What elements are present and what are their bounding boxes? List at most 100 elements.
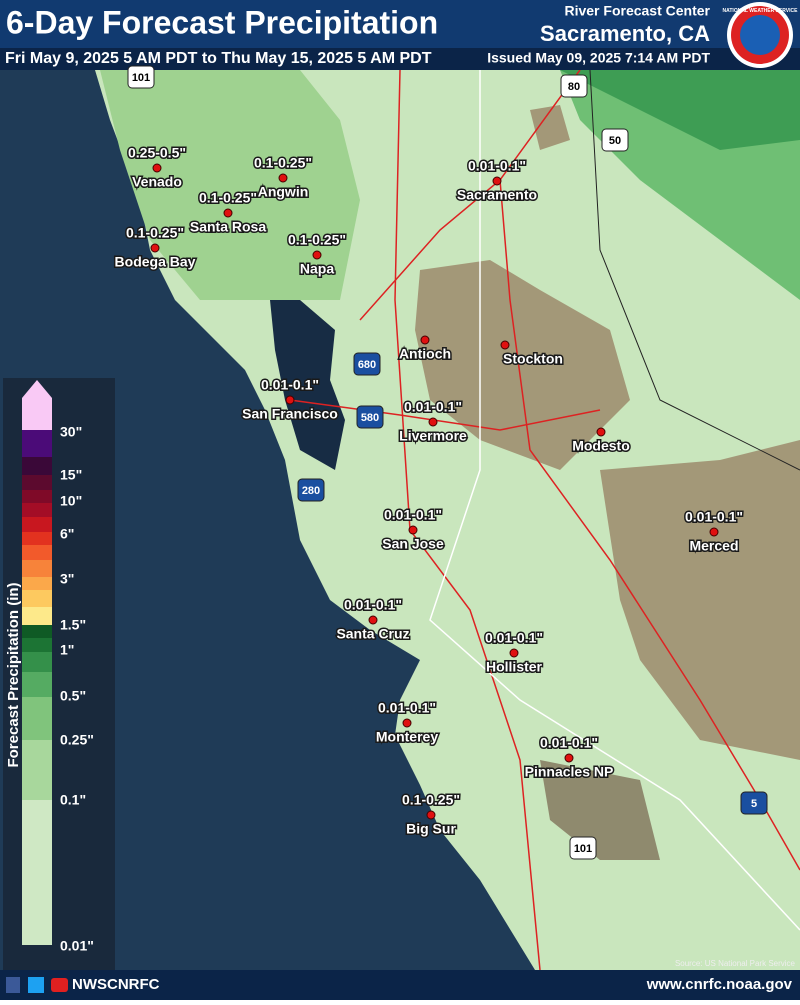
highway-shield (297, 478, 325, 502)
city-dot (150, 243, 160, 253)
legend-band (22, 672, 52, 697)
logo-center (740, 15, 780, 55)
forecast-amount: 0.1-0.25" (254, 155, 312, 171)
forecast-amount: 0.01-0.1" (540, 735, 598, 751)
facebook-icon (6, 977, 20, 993)
legend-band (22, 800, 52, 945)
dry-area (600, 440, 800, 760)
title: 6-Day Forecast Precipitation (6, 4, 438, 40)
highway (394, 69, 541, 971)
city-name: Hollister (486, 659, 543, 675)
city-name: Santa Rosa (190, 219, 266, 235)
shield-number: 101 (574, 843, 592, 855)
website: www.cnrfc.noaa.gov (646, 976, 793, 993)
forecast-amount: 0.1-0.25" (402, 792, 460, 808)
city-dot (426, 810, 436, 820)
dry-area (540, 760, 660, 860)
city-name: San Francisco (242, 406, 338, 422)
legend-band (22, 398, 52, 430)
issued: Issued May 09, 2025 7:14 AM PDT (487, 50, 710, 66)
county-line (429, 70, 800, 931)
forecast-amount: 0.01-0.1" (261, 377, 319, 393)
legend-band (22, 430, 52, 457)
city-name: Venado (132, 174, 182, 190)
legend-label: 0.25" (60, 732, 94, 748)
city-name: Merced (689, 538, 738, 554)
city-dot (709, 527, 719, 537)
legend-label: 0.5" (60, 688, 86, 704)
legend-band (22, 607, 52, 625)
forecast-amount: 0.01-0.1" (378, 700, 436, 716)
subtitle: Fri May 9, 2025 5 AM PDT to Thu May 15, … (5, 50, 432, 67)
youtube-icon (51, 978, 68, 992)
legend-label: 30" (60, 424, 82, 440)
city-dot (402, 718, 412, 728)
legend-band (22, 638, 52, 652)
legend-band (22, 740, 52, 800)
highway-shield (601, 128, 629, 152)
city-name: Livermore (399, 428, 467, 444)
forecast-amount: 0.1-0.25" (126, 225, 184, 241)
footer-band (0, 970, 800, 1000)
city-name: Napa (300, 261, 334, 277)
highway (359, 69, 581, 321)
office-city: Sacramento, CA (540, 21, 710, 46)
county-line (589, 69, 800, 471)
legend-label: 3" (60, 571, 74, 587)
city-dot (312, 250, 322, 260)
legend-label: 1.5" (60, 617, 86, 633)
legend-band (22, 503, 52, 517)
city-dot (368, 615, 378, 625)
legend-band (22, 545, 52, 560)
twitter-icon (28, 977, 44, 993)
forecast-amount: 0.01-0.1" (685, 509, 743, 525)
city-dot (500, 340, 510, 350)
legend-band (22, 457, 52, 475)
forecast-amount: 0.01-0.1" (344, 597, 402, 613)
bay (270, 300, 345, 470)
dry-area (530, 105, 570, 150)
highway-shield (560, 74, 588, 98)
city-name: Santa Cruz (336, 626, 409, 642)
forecast-amount: 0.25-0.5" (128, 145, 186, 161)
shield-number: 50 (609, 135, 621, 147)
city-dot (420, 335, 430, 345)
legend-band (22, 532, 52, 545)
forecast-amount: 0.01-0.1" (485, 630, 543, 646)
legend-band (22, 577, 52, 590)
legend-label: 1" (60, 642, 74, 658)
city-name: Monterey (376, 729, 438, 745)
legend-band (22, 517, 52, 532)
city-name: Big Sur (406, 821, 456, 837)
logo-text: NATIONAL WEATHER SERVICE (723, 8, 799, 14)
city-name: Bodega Bay (115, 254, 196, 270)
highway-shield (356, 405, 384, 429)
legend-band (22, 697, 52, 740)
city-dot (278, 173, 288, 183)
forecast-amount: 0.01-0.1" (404, 399, 462, 415)
highway-shield (353, 352, 381, 376)
wet-area (560, 70, 800, 150)
city-dot (408, 525, 418, 535)
city-dot (509, 648, 519, 658)
legend-band (22, 475, 52, 490)
shield-number: 80 (568, 81, 580, 93)
city-name: Pinnacles NP (525, 764, 614, 780)
office: River Forecast Center (564, 3, 710, 19)
forecast-amount: 0.1-0.25" (199, 190, 257, 206)
city-dot (285, 395, 295, 405)
legend-title: Forecast Precipitation (in) (5, 582, 22, 767)
legend-arrow (22, 380, 52, 398)
legend-label: 15" (60, 467, 82, 483)
forecast-amount: 0.01-0.1" (468, 158, 526, 174)
shield-number: 680 (358, 359, 376, 371)
wet-area (100, 70, 360, 300)
forecast-amount: 0.1-0.25" (288, 232, 346, 248)
source-note: Source: US National Park Service (675, 959, 796, 968)
shield-number: 101 (132, 72, 150, 84)
shield-number: 580 (361, 412, 379, 424)
dry-area (415, 260, 630, 470)
highway-shield (740, 791, 768, 815)
